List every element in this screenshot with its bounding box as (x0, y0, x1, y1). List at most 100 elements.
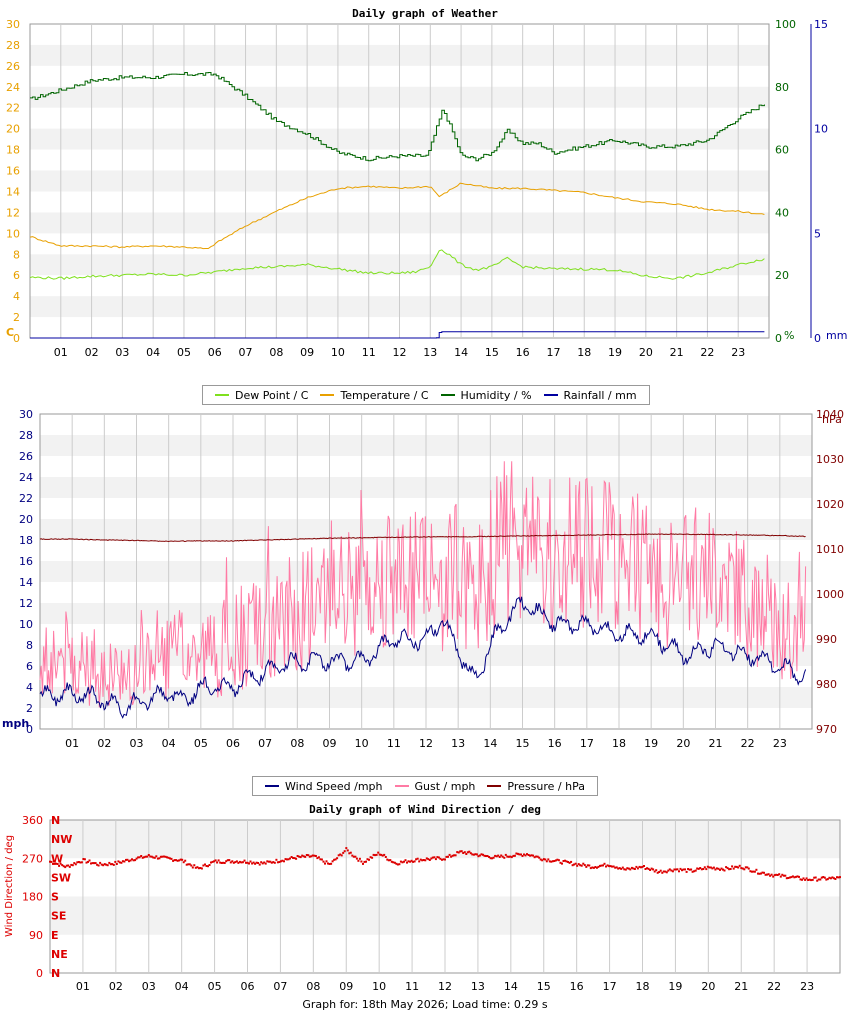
direction-point (58, 864, 61, 867)
direction-point (112, 863, 115, 866)
dew-point-line (29, 249, 765, 280)
direction-point (451, 854, 454, 857)
direction-point (162, 855, 165, 858)
wind-tick-label: 4 (26, 681, 33, 694)
direction-point (472, 853, 475, 856)
direction-point (478, 854, 481, 857)
rainfall-line (30, 331, 765, 339)
direction-point (425, 857, 428, 860)
direction-point (153, 856, 156, 859)
direction-point (632, 867, 635, 870)
direction-point (161, 855, 164, 858)
direction-point (769, 874, 772, 877)
direction-point (564, 859, 566, 862)
temp-tick-label: 10 (6, 227, 20, 240)
direction-point (327, 862, 329, 865)
direction-tick-label: 0 (36, 967, 43, 980)
direction-point (463, 851, 466, 854)
direction-point (322, 860, 325, 863)
direction-tick-label: 360 (22, 814, 43, 827)
direction-point (678, 870, 680, 873)
direction-point (630, 866, 633, 869)
direction-point (779, 875, 782, 878)
hour-tick-label: 17 (603, 980, 617, 993)
legend-pressure: Pressure / hPa (487, 780, 585, 793)
direction-point (480, 853, 483, 856)
wind-tick-label: 22 (19, 492, 33, 505)
direction-point (700, 868, 703, 871)
direction-point (586, 864, 589, 867)
direction-point (190, 864, 193, 867)
direction-point (421, 859, 424, 862)
direction-point (732, 867, 735, 870)
direction-point (790, 876, 793, 879)
direction-point (102, 864, 105, 867)
hour-tick-label: 19 (608, 346, 622, 359)
direction-point (498, 856, 501, 858)
direction-point (76, 861, 79, 864)
direction-point (331, 860, 334, 863)
direction-point (352, 855, 355, 858)
wind-tick-label: 2 (26, 702, 33, 715)
hour-tick-label: 16 (548, 737, 562, 750)
direction-point (804, 878, 807, 881)
direction-point (146, 855, 149, 858)
direction-point (740, 867, 743, 870)
direction-point (592, 866, 595, 869)
direction-point (365, 860, 367, 863)
direction-point (547, 858, 550, 861)
hour-tick-label: 18 (636, 980, 650, 993)
direction-point (254, 862, 257, 865)
direction-point (343, 850, 346, 853)
direction-point (544, 858, 547, 861)
direction-point (220, 862, 223, 864)
direction-chart-title: Daily graph of Wind Direction / deg (309, 803, 541, 816)
direction-point (644, 868, 647, 870)
direction-point (462, 852, 465, 854)
direction-point (573, 863, 576, 866)
direction-point (667, 869, 670, 872)
humidity-tick-label: 80 (775, 81, 789, 94)
direction-point (115, 863, 118, 865)
direction-point (457, 851, 460, 854)
direction-point (407, 860, 410, 863)
pressure-tick-label: 1040 (816, 408, 844, 421)
temp-tick-label: 18 (6, 144, 20, 157)
direction-point (167, 856, 170, 859)
direction-tick-label: 270 (22, 852, 43, 865)
hour-tick-label: 06 (226, 737, 240, 750)
direction-point (317, 856, 320, 859)
direction-point (413, 860, 416, 863)
direction-point (238, 860, 241, 863)
direction-point (105, 863, 108, 866)
direction-point (714, 868, 717, 871)
direction-point (82, 858, 85, 860)
direction-point (298, 855, 301, 858)
direction-point (831, 876, 834, 879)
direction-point (96, 863, 99, 866)
direction-point (62, 865, 65, 868)
direction-point (548, 860, 551, 863)
direction-point (767, 873, 770, 876)
direction-point (202, 864, 205, 867)
direction-point (589, 867, 592, 870)
pressure-tick-label: 980 (816, 678, 837, 691)
hour-tick-label: 17 (580, 737, 594, 750)
direction-point (123, 860, 126, 863)
direction-point (390, 860, 393, 863)
direction-point (703, 866, 706, 869)
direction-point (222, 861, 225, 864)
wind-tick-label: 26 (19, 450, 33, 463)
direction-point (626, 867, 629, 870)
direction-point (829, 877, 832, 880)
direction-point (108, 861, 111, 864)
direction-point (286, 858, 288, 861)
direction-tick-label: 90 (29, 929, 43, 942)
direction-point (178, 859, 181, 862)
direction-point (685, 870, 688, 873)
hour-tick-label: 03 (142, 980, 156, 993)
direction-point (428, 859, 431, 861)
direction-point (822, 876, 825, 878)
hour-tick-label: 02 (109, 980, 123, 993)
direction-point (278, 861, 281, 863)
